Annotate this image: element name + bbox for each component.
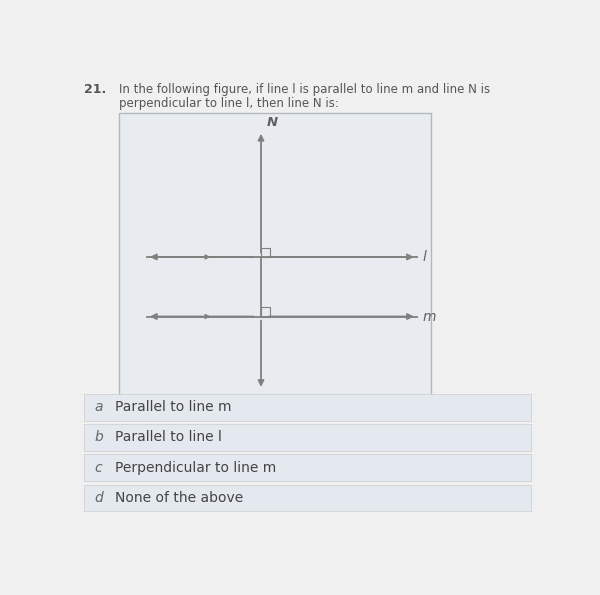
Text: None of the above: None of the above: [115, 491, 243, 505]
Bar: [119, 112, 431, 397]
Text: perpendicular to line l, then line N is:: perpendicular to line l, then line N is:: [119, 96, 339, 109]
Text: N: N: [266, 115, 278, 129]
Text: In the following figure, if line l is parallel to line m and line N is: In the following figure, if line l is pa…: [119, 83, 490, 96]
Text: l: l: [422, 250, 426, 264]
Bar: [84, 485, 530, 511]
Bar: [84, 455, 530, 481]
Text: b: b: [95, 430, 103, 444]
Text: Parallel to line m: Parallel to line m: [115, 400, 231, 414]
Text: c: c: [95, 461, 102, 475]
Bar: [261, 308, 271, 317]
Text: m: m: [422, 309, 436, 324]
Text: Parallel to line l: Parallel to line l: [115, 430, 221, 444]
Text: 21.: 21.: [84, 83, 107, 96]
Bar: [84, 394, 530, 421]
Text: d: d: [95, 491, 103, 505]
Bar: [84, 424, 530, 451]
Bar: [261, 248, 271, 257]
Text: a: a: [95, 400, 103, 414]
Text: Perpendicular to line m: Perpendicular to line m: [115, 461, 276, 475]
